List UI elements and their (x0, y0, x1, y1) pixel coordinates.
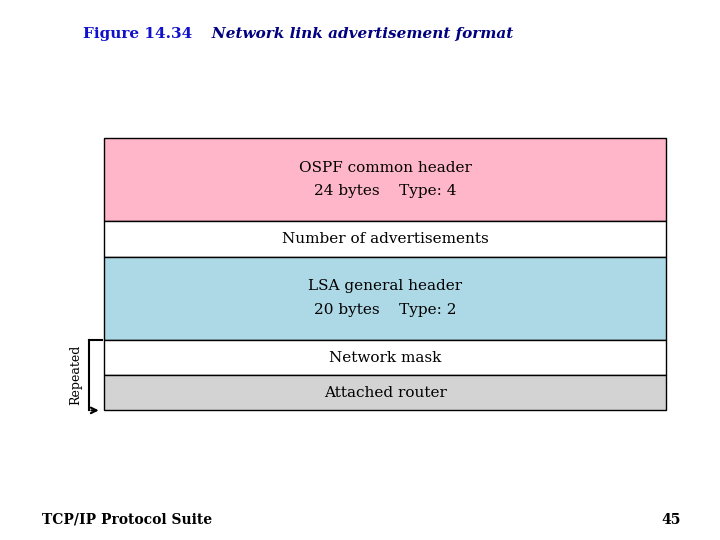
Text: OSPF common header: OSPF common header (299, 161, 472, 174)
Text: Number of advertisements: Number of advertisements (282, 232, 489, 246)
Text: 20 bytes    Type: 2: 20 bytes Type: 2 (314, 303, 456, 317)
Text: Attached router: Attached router (324, 386, 446, 400)
Text: Figure 14.34: Figure 14.34 (83, 27, 192, 41)
Text: Network mask: Network mask (329, 351, 441, 364)
Text: Network link advertisement format: Network link advertisement format (196, 27, 513, 41)
Text: LSA general header: LSA general header (308, 280, 462, 293)
Text: 45: 45 (661, 513, 680, 527)
Text: 24 bytes    Type: 4: 24 bytes Type: 4 (314, 185, 456, 198)
Text: TCP/IP Protocol Suite: TCP/IP Protocol Suite (42, 513, 212, 527)
Text: Repeated: Repeated (69, 345, 82, 406)
